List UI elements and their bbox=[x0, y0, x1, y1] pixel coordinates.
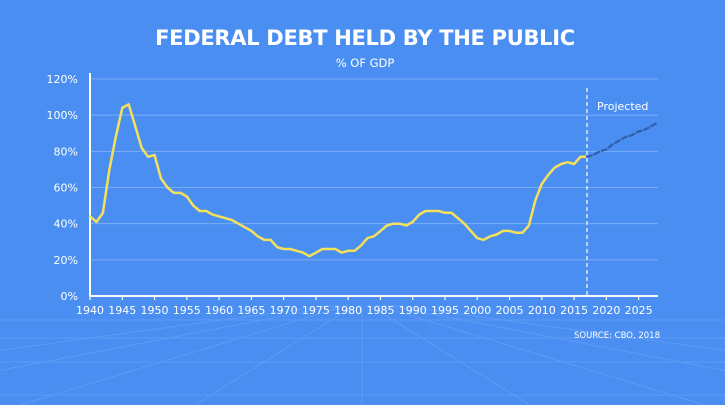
x-tick-label: 1940 bbox=[76, 304, 104, 317]
floor-line-v bbox=[392, 304, 725, 351]
source-note: SOURCE: CBO, 2018 bbox=[574, 331, 660, 341]
floor-line-v bbox=[0, 304, 332, 351]
x-tick-label: 1975 bbox=[302, 304, 330, 317]
y-tick-label: 120% bbox=[47, 73, 78, 86]
axes bbox=[89, 73, 658, 297]
y-tick-label: 20% bbox=[54, 254, 78, 267]
x-tick-label: 1945 bbox=[108, 304, 136, 317]
projected-debt-line bbox=[585, 121, 660, 158]
floor-grid bbox=[0, 304, 725, 405]
series-lines bbox=[88, 103, 660, 258]
floor-line-v bbox=[19, 304, 349, 405]
x-tick-label: 1955 bbox=[173, 304, 201, 317]
x-axis-ticks: 1940 1945 1950 1955 1960 1965 1970 1975 1980 1985… bbox=[76, 296, 653, 317]
x-tick-label: 1965 bbox=[237, 304, 265, 317]
x-tick-label: 2010 bbox=[528, 304, 556, 317]
gridlines bbox=[90, 78, 658, 261]
x-tick-label: 1995 bbox=[431, 304, 459, 317]
x-tick-label: 2015 bbox=[560, 304, 588, 317]
y-tick-label: 80% bbox=[54, 145, 78, 158]
x-tick-label: 1960 bbox=[205, 304, 233, 317]
y-tick-label: 0% bbox=[61, 290, 78, 303]
historical-debt-line bbox=[88, 103, 589, 258]
floor-line-v bbox=[194, 304, 356, 405]
x-tick-label: 2025 bbox=[625, 304, 653, 317]
chart-title: FEDERAL DEBT HELD BY THE PUBLIC bbox=[155, 26, 575, 50]
x-tick-label: 1950 bbox=[141, 304, 169, 317]
x-tick-label: 1985 bbox=[366, 304, 394, 317]
x-tick-label: 2005 bbox=[496, 304, 524, 317]
y-tick-label: 40% bbox=[54, 218, 78, 231]
floor-line-v bbox=[0, 304, 341, 371]
x-tick-label: 1970 bbox=[270, 304, 298, 317]
y-tick-label: 100% bbox=[47, 109, 78, 122]
projection-label: Projected bbox=[597, 100, 648, 113]
floor-line-v bbox=[368, 304, 531, 405]
floor-line-v bbox=[375, 304, 706, 405]
x-tick-label: 1990 bbox=[399, 304, 427, 317]
chart-subtitle: % OF GDP bbox=[336, 56, 395, 70]
floor-line-v bbox=[383, 304, 725, 371]
x-tick-label: 2020 bbox=[592, 304, 620, 317]
x-tick-label: 1980 bbox=[334, 304, 362, 317]
y-tick-label: 60% bbox=[54, 182, 78, 195]
x-tick-label: 2000 bbox=[463, 304, 491, 317]
y-axis-ticks: 0% 20% 40% 60% 80% 100% 120% bbox=[47, 73, 78, 303]
